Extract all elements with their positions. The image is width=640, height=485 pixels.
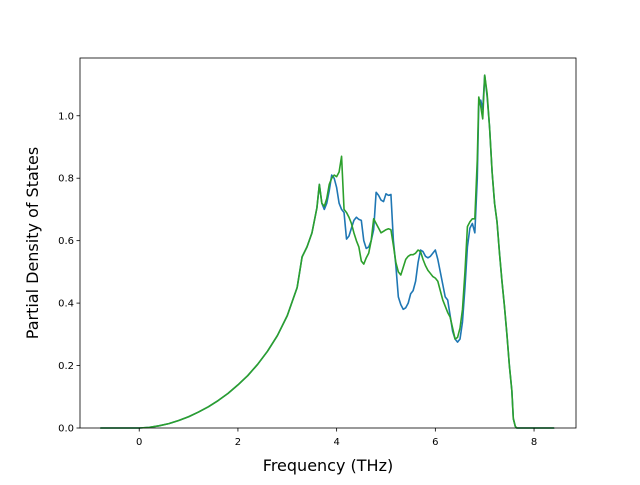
x-tick-label: 0 — [136, 437, 142, 448]
y-tick-label: 0.4 — [58, 299, 74, 310]
y-tick-label: 0.8 — [58, 174, 74, 185]
y-tick-label: 0.6 — [58, 236, 74, 247]
y-tick-label: 1.0 — [58, 111, 74, 122]
x-tick-label: 2 — [235, 437, 241, 448]
y-axis-label: Partial Density of States — [23, 147, 42, 339]
plot-area-frame — [79, 57, 577, 429]
y-tick-label: 0.2 — [58, 361, 74, 372]
y-axis-ticks: 0.0 0.2 0.4 0.6 0.8 1.0 — [58, 111, 80, 435]
series-layer — [99, 74, 555, 429]
x-axis-label: Frequency (THz) — [263, 456, 393, 475]
x-tick-label: 4 — [333, 437, 339, 448]
x-tick-label: 8 — [531, 437, 537, 448]
x-axis-ticks: 0 2 4 6 8 — [136, 428, 537, 448]
plot-area-background — [80, 58, 576, 428]
y-tick-label: 0.0 — [58, 424, 74, 435]
x-tick-label: 6 — [432, 437, 438, 448]
series-line-2 — [99, 74, 555, 429]
